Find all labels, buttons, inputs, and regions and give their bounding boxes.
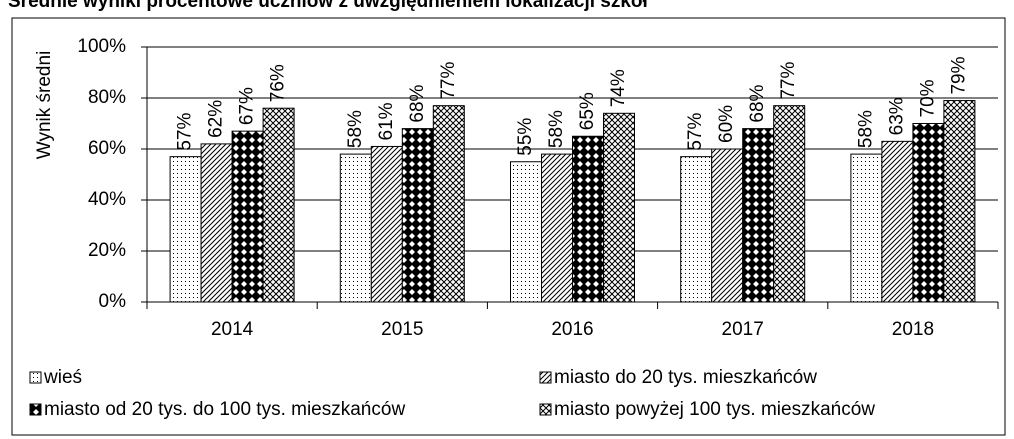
legend-label: miasto do 20 tys. mieszkańców (554, 367, 817, 388)
value-label: 58% (345, 110, 366, 148)
value-label: 57% (175, 113, 196, 151)
value-label: 67% (237, 87, 258, 125)
value-label: 62% (206, 100, 227, 138)
bar (943, 100, 976, 303)
legend-label: miasto powyżej 100 tys. mieszkańców (554, 399, 875, 420)
value-label: 79% (948, 56, 969, 94)
value-label: 74% (608, 69, 629, 107)
value-label: 57% (685, 113, 706, 151)
bar (432, 105, 465, 303)
bar (370, 145, 403, 303)
y-tick-label: 0% (99, 291, 127, 312)
x-tick-label: 2014 (211, 319, 254, 340)
bar (339, 153, 372, 303)
y-tick-label: 100% (77, 36, 126, 57)
bar (572, 135, 604, 303)
frame (11, 17, 1006, 436)
legend-label: wieś (43, 367, 82, 388)
value-label: 58% (546, 110, 567, 148)
bar (401, 128, 434, 303)
bar (881, 140, 914, 303)
value-label: 60% (716, 105, 737, 143)
value-label: 77% (778, 62, 799, 100)
bar (850, 153, 883, 303)
bar (912, 123, 945, 303)
value-label: 63% (886, 97, 907, 135)
y-tick-label: 60% (88, 138, 126, 159)
legend-swatch (539, 403, 552, 416)
bar (773, 105, 806, 303)
legend-swatch (539, 371, 552, 384)
bar (680, 156, 713, 303)
x-tick-label: 2018 (892, 319, 934, 340)
x-tick-label: 2015 (381, 319, 423, 340)
value-label: 55% (515, 118, 536, 156)
value-label: 76% (268, 64, 289, 102)
y-tick-label: 80% (88, 87, 126, 108)
legend-swatch (29, 403, 42, 416)
bar (603, 112, 635, 303)
value-label: 61% (376, 102, 397, 140)
value-label: 77% (438, 62, 459, 100)
value-label: 58% (855, 110, 876, 148)
bar (510, 161, 542, 303)
value-label: 65% (577, 92, 598, 130)
legend-swatch (29, 371, 42, 384)
legend-label: miasto od 20 tys. do 100 tys. mieszkańcó… (44, 399, 405, 420)
y-axis-label: Wynik średni (34, 51, 55, 160)
bar (231, 130, 264, 303)
y-tick-label: 40% (88, 189, 126, 210)
bar (169, 156, 202, 303)
x-tick-label: 2016 (551, 319, 593, 340)
y-tick-label: 20% (88, 240, 126, 261)
bar (711, 148, 744, 303)
value-label: 70% (917, 79, 938, 117)
bar (742, 128, 775, 303)
value-label: 68% (747, 84, 768, 122)
bar (541, 153, 573, 303)
x-tick-label: 2017 (722, 319, 764, 340)
chart-title: Średnie wyniki procentowe uczniów z uwzg… (8, 0, 649, 12)
bar (262, 107, 295, 303)
value-label: 68% (407, 84, 428, 122)
bar (200, 143, 233, 303)
